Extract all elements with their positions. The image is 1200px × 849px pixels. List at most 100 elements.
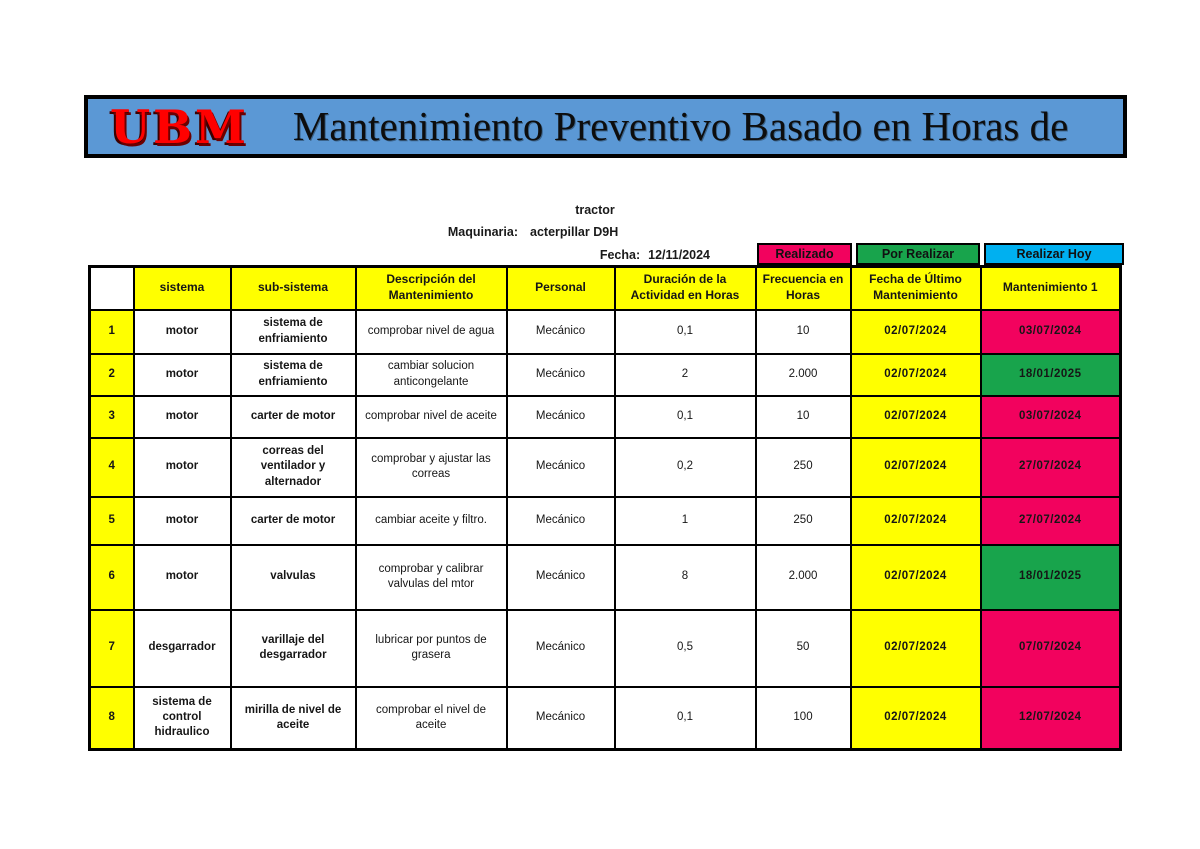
subsistema-cell: sistema de enfriamiento [229,308,357,355]
personal-cell: Mecánico [505,685,616,751]
header-mantenimiento-1: Mantenimiento 1 [979,265,1122,311]
mantenimiento-1-cell: 03/07/2024 [979,308,1122,355]
mantenimiento-1-cell: 27/07/2024 [979,495,1122,546]
fecha-value: 12/11/2024 [648,248,710,262]
row-number-cell: 1 [88,308,135,355]
duracion-cell: 8 [613,543,757,611]
duracion-cell: 2 [613,352,757,397]
subsistema-cell: valvulas [229,543,357,611]
frecuencia-cell: 250 [754,495,852,546]
row-number-cell: 5 [88,495,135,546]
ultimo-mantenimiento-cell: 02/07/2024 [849,352,982,397]
ultimo-mantenimiento-cell: 02/07/2024 [849,495,982,546]
mantenimiento-1-cell: 18/01/2025 [979,352,1122,397]
table-row: 3 motor carter de motor comprobar nivel … [88,394,1122,439]
maquinaria-line: Maquinaria: acterpillar D9H [380,225,640,239]
maquinaria-label: Maquinaria: [447,225,518,239]
page-title: Mantenimiento Preventivo Basado en Horas… [292,103,1069,149]
descripcion-cell: comprobar nivel de aceite [354,394,508,439]
descripcion-cell: comprobar y ajustar las correas [354,436,508,498]
personal-cell: Mecánico [505,495,616,546]
personal-cell: Mecánico [505,436,616,498]
duracion-cell: 0,1 [613,308,757,355]
legend-realizado: Realizado [757,243,852,265]
sistema-cell: motor [132,543,232,611]
frecuencia-cell: 2.000 [754,543,852,611]
row-number-cell: 4 [88,436,135,498]
ultimo-mantenimiento-cell: 02/07/2024 [849,308,982,355]
descripcion-cell: cambiar aceite y filtro. [354,495,508,546]
duracion-cell: 1 [613,495,757,546]
ultimo-mantenimiento-cell: 02/07/2024 [849,436,982,498]
personal-cell: Mecánico [505,394,616,439]
fecha-label: Fecha: [599,248,641,262]
duracion-cell: 0,1 [613,685,757,751]
header-sistema: sistema [132,265,232,311]
descripcion-cell: comprobar nivel de agua [354,308,508,355]
sistema-cell: motor [132,352,232,397]
header-personal: Personal [505,265,616,311]
subsistema-cell: sistema de enfriamiento [229,352,357,397]
maquinaria-value: acterpillar D9H [530,225,619,239]
row-number-cell: 8 [88,685,135,751]
table-row: 6 motor valvulas comprobar y calibrar va… [88,543,1122,611]
fecha-line: Fecha: 12/11/2024 [540,248,710,262]
machine-type-label: tractor [575,203,615,217]
personal-cell: Mecánico [505,308,616,355]
table-header-row: sistema sub-sistema Descripción del Mant… [88,265,1122,311]
mantenimiento-1-cell: 03/07/2024 [979,394,1122,439]
descripcion-cell: comprobar el nivel de aceite [354,685,508,751]
personal-cell: Mecánico [505,608,616,688]
header-fecha-ultimo: Fecha de Último Mantenimiento [849,265,982,311]
descripcion-cell: cambiar solucion anticongelante [354,352,508,397]
descripcion-cell: comprobar y calibrar valvulas del mtor [354,543,508,611]
subsistema-cell: carter de motor [229,495,357,546]
row-number-cell: 2 [88,352,135,397]
subsistema-cell: mirilla de nivel de aceite [229,685,357,751]
ubm-logo: UBM [110,99,249,154]
sistema-cell: motor [132,394,232,439]
status-legend: Realizado Por Realizar Realizar Hoy [757,243,1124,265]
mantenimiento-1-cell: 12/07/2024 [979,685,1122,751]
sistema-cell: motor [132,308,232,355]
mantenimiento-1-cell: 18/01/2025 [979,543,1122,611]
sistema-cell: sistema de control hidraulico [132,685,232,751]
mantenimiento-1-cell: 27/07/2024 [979,436,1122,498]
duracion-cell: 0,2 [613,436,757,498]
frecuencia-cell: 10 [754,308,852,355]
header-sub-sistema: sub-sistema [229,265,357,311]
subsistema-cell: correas del ventilador y alternador [229,436,357,498]
duracion-cell: 0,1 [613,394,757,439]
sistema-cell: desgarrador [132,608,232,688]
frecuencia-cell: 50 [754,608,852,688]
descripcion-cell: lubricar por puntos de grasera [354,608,508,688]
title-banner: UBM Mantenimiento Preventivo Basado en H… [84,95,1127,158]
mantenimiento-1-cell: 07/07/2024 [979,608,1122,688]
table-row: 2 motor sistema de enfriamiento cambiar … [88,352,1122,397]
subsistema-cell: varillaje del desgarrador [229,608,357,688]
ultimo-mantenimiento-cell: 02/07/2024 [849,608,982,688]
table-row: 7 desgarrador varillaje del desgarrador … [88,608,1122,688]
ultimo-mantenimiento-cell: 02/07/2024 [849,394,982,439]
personal-cell: Mecánico [505,543,616,611]
maintenance-table: sistema sub-sistema Descripción del Mant… [88,265,1122,751]
frecuencia-cell: 10 [754,394,852,439]
table-corner-cell [88,265,135,311]
table-row: 5 motor carter de motor cambiar aceite y… [88,495,1122,546]
row-number-cell: 6 [88,543,135,611]
ultimo-mantenimiento-cell: 02/07/2024 [849,685,982,751]
header-frecuencia: Frecuencia en Horas [754,265,852,311]
sistema-cell: motor [132,495,232,546]
legend-realizar-hoy: Realizar Hoy [984,243,1124,265]
row-number-cell: 7 [88,608,135,688]
table-row: 8 sistema de control hidraulico mirilla … [88,685,1122,751]
sistema-cell: motor [132,436,232,498]
duracion-cell: 0,5 [613,608,757,688]
row-number-cell: 3 [88,394,135,439]
subsistema-cell: carter de motor [229,394,357,439]
table-row: 4 motor correas del ventilador y alterna… [88,436,1122,498]
personal-cell: Mecánico [505,352,616,397]
frecuencia-cell: 100 [754,685,852,751]
frecuencia-cell: 250 [754,436,852,498]
header-duracion: Duración de la Actividad en Horas [613,265,757,311]
